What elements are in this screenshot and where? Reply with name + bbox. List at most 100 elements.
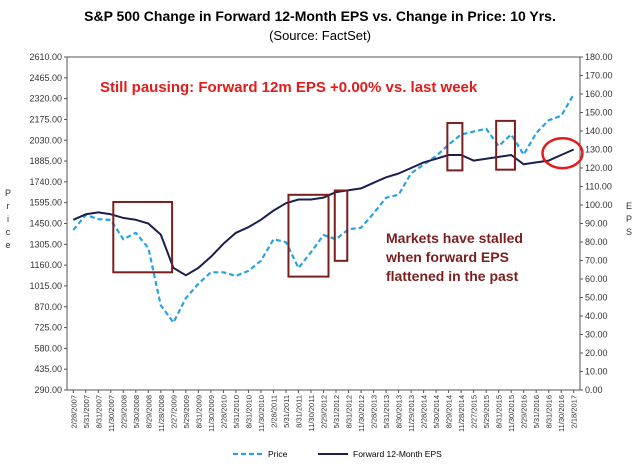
y-left-tick-label: 725.00 xyxy=(34,323,62,333)
x-tick-label: 11/30/2015 xyxy=(507,395,516,432)
x-tick-label: 11/30/2016 xyxy=(557,395,566,432)
y-right-label-letter: E xyxy=(626,201,632,211)
highlight-box xyxy=(495,119,516,171)
y-right-tick-label: 160.00 xyxy=(585,89,613,99)
y-left-tick-label: 1305.00 xyxy=(29,239,62,249)
y-left-label-letter: e xyxy=(5,240,10,250)
y-axis-right-ticks: 0.00 10.00 20.00 30.00 40.00 50.00 60.00 70.00 8… xyxy=(580,52,613,395)
x-tick-label: 11/29/2013 xyxy=(407,395,416,432)
x-tick-label: 8/31/2016 xyxy=(545,395,554,428)
legend-label-eps: Forward 12-Month EPS xyxy=(353,449,442,459)
y-left-tick-label: 870.00 xyxy=(34,302,62,312)
y-left-tick-label: 2610.00 xyxy=(29,52,62,62)
note-annotation-line-1: Markets have stalled xyxy=(386,230,523,246)
x-tick-label: 2/29/2008 xyxy=(119,395,128,428)
x-tick-label: 8/30/2013 xyxy=(395,395,404,428)
x-tick-label: 2/28/2013 xyxy=(370,395,379,428)
y-right-tick-label: 60.00 xyxy=(585,274,608,284)
chart-subtitle: (Source: FactSet) xyxy=(269,28,371,43)
y-right-tick-label: 180.00 xyxy=(585,52,613,62)
x-tick-label: 8/31/2009 xyxy=(194,395,203,428)
x-tick-label: 11/30/2007 xyxy=(107,395,116,432)
x-tick-label: 5/31/2012 xyxy=(332,395,341,428)
x-tick-label: 2/27/2009 xyxy=(169,395,178,428)
x-tick-label: 11/28/2008 xyxy=(157,395,166,432)
legend: Price Forward 12-Month EPS xyxy=(233,449,442,459)
x-tick-label: 11/30/2010 xyxy=(257,395,266,432)
y-right-tick-label: 40.00 xyxy=(585,311,608,321)
y-left-tick-label: 1595.00 xyxy=(29,198,62,208)
highlight-boxes xyxy=(112,119,516,278)
y-right-tick-label: 70.00 xyxy=(585,256,608,266)
y-right-tick-label: 150.00 xyxy=(585,108,613,118)
y-left-tick-label: 2465.00 xyxy=(29,73,62,83)
y-axis-right-label: EPS xyxy=(626,201,632,237)
y-right-tick-label: 30.00 xyxy=(585,330,608,340)
y-left-tick-label: 1885.00 xyxy=(29,156,62,166)
note-annotation-line-2: when forward EPS xyxy=(385,249,509,265)
x-tick-label: 2/29/2012 xyxy=(320,395,329,428)
y-right-tick-label: 110.00 xyxy=(585,182,612,192)
y-right-tick-label: 140.00 xyxy=(585,126,613,136)
y-left-label-letter: P xyxy=(5,188,11,198)
y-left-tick-label: 2320.00 xyxy=(29,94,62,104)
x-tick-label: 11/30/2011 xyxy=(307,395,316,431)
y-left-label-letter: i xyxy=(7,214,9,224)
x-tick-label: 5/31/2011 xyxy=(282,395,291,428)
y-right-tick-label: 170.00 xyxy=(585,71,613,81)
y-left-tick-label: 290.00 xyxy=(34,385,62,395)
x-tick-label: 2/28/2007 xyxy=(69,395,78,428)
headline-annotation: Still pausing: Forward 12m EPS +0.00% vs… xyxy=(100,79,478,96)
highlight-box xyxy=(287,193,330,278)
x-tick-label: 5/29/2009 xyxy=(182,395,191,428)
plot-area xyxy=(66,56,581,391)
x-tick-label: 2/29/2016 xyxy=(520,395,529,428)
legend-label-price: Price xyxy=(268,449,288,459)
note-annotation-line-3: flattened in the past xyxy=(386,268,519,284)
y-right-tick-label: 120.00 xyxy=(585,163,613,173)
highlight-circle xyxy=(541,136,584,170)
x-tick-label: 5/30/2014 xyxy=(432,395,441,428)
highlight-box xyxy=(446,122,464,172)
x-axis-ticks: 2/28/2007 5/31/2007 8/31/2007 11/30/2007 2/2… xyxy=(69,390,579,432)
y-right-label-letter: P xyxy=(626,214,632,224)
y-axis-left-ticks: 290.00 435.00 580.00 725.00 870.00 1015.00 116… xyxy=(29,52,67,395)
y-right-tick-label: 100.00 xyxy=(585,200,613,210)
x-tick-label: 8/29/2008 xyxy=(144,395,153,428)
x-tick-label: 8/31/2007 xyxy=(94,395,103,428)
x-tick-label: 8/31/2015 xyxy=(495,395,504,428)
x-tick-label: 2/28/2011 xyxy=(269,395,278,428)
highlight-box xyxy=(112,200,174,274)
x-tick-label: 5/31/2007 xyxy=(82,395,91,428)
x-tick-label: 11/30/2012 xyxy=(357,395,366,432)
y-left-tick-label: 1160.00 xyxy=(30,260,62,270)
eps-series-line xyxy=(72,148,575,277)
y-left-tick-label: 1450.00 xyxy=(29,219,62,229)
chart-title: S&P 500 Change in Forward 12-Month EPS v… xyxy=(84,8,556,24)
x-tick-label: 2/28/2010 xyxy=(219,395,228,428)
y-right-tick-label: 90.00 xyxy=(585,219,608,229)
y-right-tick-label: 80.00 xyxy=(585,237,608,247)
y-left-tick-label: 1015.00 xyxy=(29,281,62,291)
x-tick-label: 5/29/2015 xyxy=(482,395,491,428)
y-left-tick-label: 2030.00 xyxy=(29,135,62,145)
y-left-tick-label: 2175.00 xyxy=(29,114,62,124)
series-layer xyxy=(72,93,575,324)
x-tick-label: 2/18/2017 xyxy=(570,395,579,428)
y-left-label-letter: r xyxy=(7,201,10,211)
x-tick-label: 5/31/2010 xyxy=(232,395,241,428)
price-series-line xyxy=(72,93,575,324)
y-left-tick-label: 435.00 xyxy=(34,364,62,374)
y-right-tick-label: 130.00 xyxy=(585,145,613,155)
y-left-tick-label: 580.00 xyxy=(34,343,62,353)
y-right-label-letter: S xyxy=(626,227,632,237)
x-tick-label: 8/29/2014 xyxy=(445,395,454,428)
x-tick-label: 8/31/2011 xyxy=(294,395,303,428)
y-left-tick-label: 1740.00 xyxy=(29,177,62,187)
x-tick-label: 5/31/2016 xyxy=(532,395,541,428)
x-tick-label: 5/31/2013 xyxy=(382,395,391,428)
x-tick-label: 2/28/2014 xyxy=(420,395,429,428)
x-tick-label: 8/31/2010 xyxy=(244,395,253,428)
x-tick-label: 8/31/2012 xyxy=(345,395,354,428)
